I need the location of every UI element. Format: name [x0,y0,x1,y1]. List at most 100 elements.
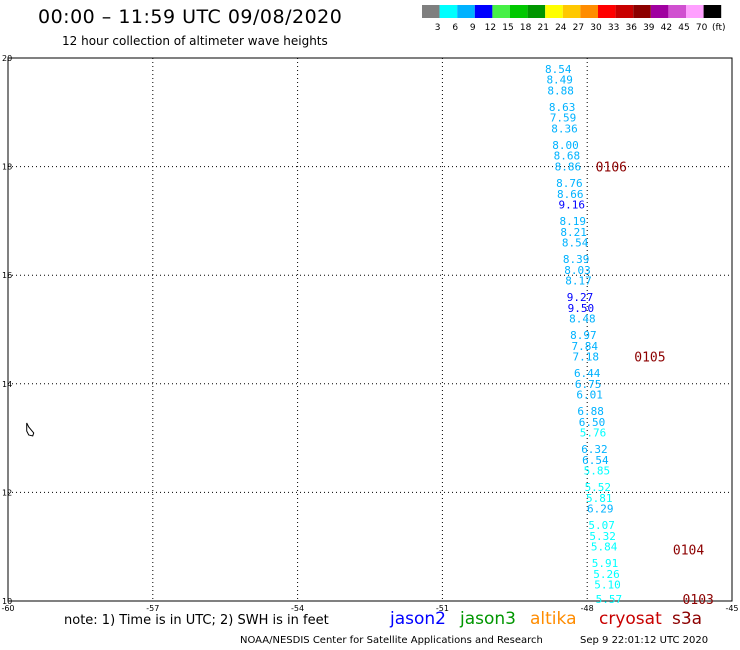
legend-swatch [703,5,722,18]
wave-height-point: 8.00 [552,139,579,152]
time-label: 0106 [596,161,627,176]
wave-height-point: 5.26 [593,568,620,581]
time-label: 0105 [634,351,665,366]
wave-height-point: 7.84 [572,340,599,353]
wave-height-point: 9.16 [559,199,586,212]
wave-height-point: 6.50 [579,416,606,429]
legend-label: 70 [696,23,708,33]
legend-label: 3 [435,23,441,33]
x-tick-label: -48 [581,604,594,613]
wave-height-point: 8.97 [570,329,597,342]
legend-label: 45 [678,23,689,33]
y-tick-label: 10 [2,597,12,606]
y-tick-label: 20 [2,54,12,63]
wave-height-point: 8.54 [545,63,572,76]
wave-height-point: 8.19 [559,215,586,228]
legend-swatch [598,5,616,18]
legend-label: 36 [625,23,637,33]
wave-height-point: 8.21 [560,226,587,239]
legend-label: 30 [590,23,602,33]
plot-frame [7,57,733,602]
legend-label: 33 [608,23,619,33]
legend-swatch [457,5,475,18]
x-tick-label: -60 [1,604,14,613]
wave-height-point: 8.63 [549,101,576,114]
wave-height-point: 8.48 [569,313,596,326]
legend-label: 15 [502,23,513,33]
x-tick-label: -51 [436,604,449,613]
wave-height-point: 8.39 [563,253,590,266]
wave-height-point: 8.86 [555,161,582,174]
wave-height-point: 8.54 [562,237,589,250]
wave-height-point: 8.03 [564,264,591,277]
page-title: 00:00 – 11:59 UTC 09/08/2020 [38,6,343,28]
wave-height-point: 6.44 [574,367,601,380]
legend-swatch [545,5,563,18]
satellite-altika: altika [530,609,577,629]
wave-height-point: 6.01 [576,389,603,402]
wave-height-point: 7.59 [550,112,577,125]
y-tick-label: 12 [2,488,12,497]
wave-height-point: 5.57 [596,593,623,606]
wave-height-point: 8.68 [554,150,581,163]
legend-swatch [686,5,704,18]
time-label: 0103 [683,593,714,608]
legend-swatch [580,5,598,18]
legend-swatch [633,5,651,18]
legend-label: 27 [573,23,584,33]
wave-height-point: 5.07 [588,519,615,532]
wave-height-point: 8.49 [546,74,573,87]
legend-swatch [439,5,458,18]
wave-height-point: 5.84 [591,541,618,554]
legend-swatch [474,5,493,18]
wave-height-point: 5.85 [584,465,611,478]
satellite-jason2: jason2 [390,609,446,629]
y-tick-label: 18 [2,163,12,172]
legend-label: 18 [520,23,532,33]
wave-height-point: 8.88 [547,85,574,98]
wave-height-point: 8.36 [551,123,578,136]
y-tick-label: 14 [2,380,12,389]
note-text: note: 1) Time is in UTC; 2) SWH is in fe… [64,613,329,628]
wave-height-point: 8.76 [556,177,583,190]
y-tick-label: 16 [2,271,12,280]
legend-swatch [422,5,440,18]
wave-height-point: 6.29 [587,503,614,516]
satellite-cryosat: cryosat [599,609,662,629]
wave-height-point: 5.76 [580,427,607,440]
page-subtitle: 12 hour collection of altimeter wave hei… [62,34,328,48]
legend-label: 9 [470,23,476,33]
legend-swatch [668,5,686,18]
wave-height-point: 6.54 [582,454,609,467]
wave-height-point: 9.50 [568,302,595,315]
wave-height-point: 8.66 [557,188,584,201]
credit-text: NOAA/NESDIS Center for Satellite Applica… [240,635,543,646]
legend-label: 12 [485,23,496,33]
legend-swatch [650,5,669,18]
wave-height-point: 9.27 [567,291,594,304]
timestamp-text: Sep 9 22:01:12 UTC 2020 [580,635,709,646]
legend-unit: (ft) [712,23,726,33]
legend-label: 42 [661,23,672,33]
wave-height-point: 5.10 [594,579,621,592]
wave-height-point: 6.75 [575,378,602,391]
legend-label: 21 [537,23,548,33]
time-label: 0104 [673,543,704,558]
legend-swatch [562,5,581,18]
legend-swatch [527,5,546,18]
wave-height-point: 5.32 [589,530,616,543]
legend-swatch [492,5,510,18]
legend-swatch [510,5,528,18]
satellite-jason3: jason3 [460,609,516,629]
satellite-s3a: s3a [672,609,703,629]
wave-height-point: 6.88 [577,405,604,418]
island-outline [26,422,35,437]
color-scale-legend: 3 6 9 12 15 18 21 24 27 30 33 36 39 42 45 70 (ft) [422,5,726,33]
wave-height-point: 6.32 [581,443,608,456]
legend-label: 24 [555,23,567,33]
wave-height-point: 5.81 [586,492,613,505]
wave-height-point: 5.91 [592,557,619,570]
x-tick-label: -45 [725,604,738,613]
x-tick-label: -54 [291,604,304,613]
